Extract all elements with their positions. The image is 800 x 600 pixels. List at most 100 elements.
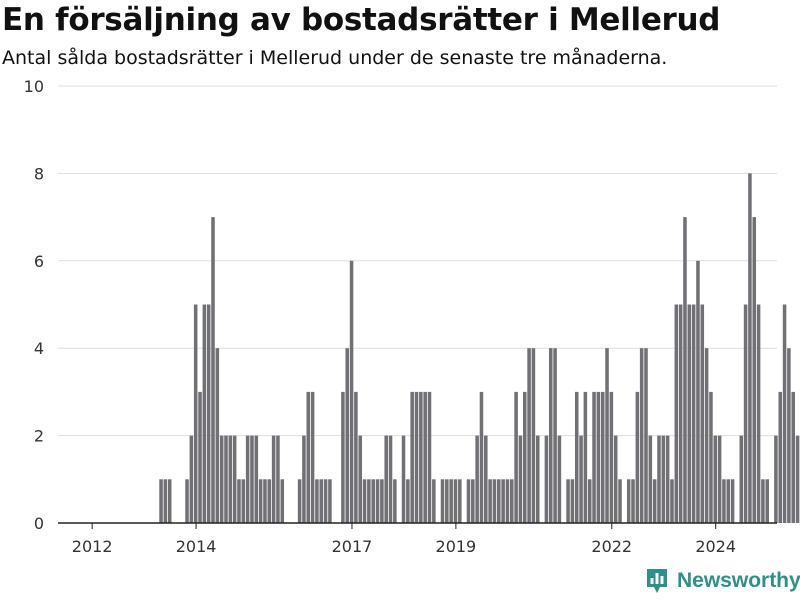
bar xyxy=(497,479,501,523)
bar xyxy=(423,391,427,523)
bar xyxy=(626,479,631,523)
bar xyxy=(471,479,475,523)
bar xyxy=(163,479,168,523)
bar xyxy=(362,479,367,523)
x-tick-label: 2019 xyxy=(436,537,477,556)
bar xyxy=(639,348,644,523)
bar xyxy=(531,348,536,523)
bar xyxy=(427,391,432,523)
bar xyxy=(254,435,259,523)
bar xyxy=(778,391,782,523)
bar xyxy=(375,479,380,523)
bar xyxy=(791,391,795,523)
bars xyxy=(159,173,800,523)
bar xyxy=(570,479,575,523)
bar xyxy=(215,348,220,523)
bar xyxy=(458,479,462,523)
bar xyxy=(319,479,324,523)
bar xyxy=(488,479,492,523)
bar xyxy=(587,479,592,523)
bar xyxy=(739,435,744,523)
gridlines xyxy=(58,85,777,437)
bar xyxy=(691,304,696,523)
bar xyxy=(613,435,618,523)
bar xyxy=(345,348,349,523)
bar xyxy=(206,304,211,523)
bar xyxy=(661,435,666,523)
newsworthy-logo: Newsworthy xyxy=(645,567,800,595)
bar xyxy=(674,304,679,523)
bar xyxy=(315,479,319,523)
bar xyxy=(189,435,194,523)
bar xyxy=(306,391,311,523)
bar xyxy=(752,217,757,523)
bar xyxy=(406,479,410,523)
bar xyxy=(349,260,354,523)
bar xyxy=(609,391,614,523)
bar xyxy=(367,479,371,523)
bar xyxy=(726,479,731,523)
bar xyxy=(341,391,345,523)
bar xyxy=(414,391,419,523)
bar xyxy=(644,348,648,523)
bar xyxy=(310,391,315,523)
bar xyxy=(410,391,414,523)
bar xyxy=(713,435,718,523)
bar xyxy=(354,391,358,523)
bar xyxy=(605,348,609,523)
bar xyxy=(159,479,163,523)
bar xyxy=(648,435,653,523)
bar xyxy=(700,304,705,523)
bar xyxy=(618,479,622,523)
bar xyxy=(592,391,596,523)
bar xyxy=(258,479,263,523)
bar xyxy=(271,435,276,523)
bar xyxy=(302,435,306,523)
bar xyxy=(566,479,570,523)
bar xyxy=(544,435,549,523)
newsworthy-chart-pin-icon xyxy=(647,569,667,593)
bar xyxy=(297,479,302,523)
x-tick-label: 2012 xyxy=(72,537,113,556)
bar xyxy=(445,479,449,523)
bar xyxy=(518,435,523,523)
bar xyxy=(761,479,765,523)
bar xyxy=(510,479,514,523)
bar xyxy=(678,304,683,523)
bar xyxy=(765,479,770,523)
bar xyxy=(670,479,674,523)
bar xyxy=(449,479,453,523)
bar xyxy=(466,479,471,523)
bar xyxy=(475,435,479,523)
bar xyxy=(185,479,189,523)
bar xyxy=(453,479,458,523)
bar xyxy=(219,435,224,523)
bar xyxy=(250,435,254,523)
bar xyxy=(224,435,228,523)
bar xyxy=(782,304,787,523)
bar xyxy=(696,260,700,523)
bar xyxy=(202,304,207,523)
labels: 02468102012201420172019202220241 xyxy=(24,77,736,556)
bar xyxy=(401,435,406,523)
bar xyxy=(245,435,250,523)
bar xyxy=(501,479,505,523)
bar xyxy=(492,479,497,523)
bar xyxy=(328,479,332,523)
bar xyxy=(535,435,540,523)
bar xyxy=(384,435,388,523)
x-tick-label: 2014 xyxy=(176,537,217,556)
bar xyxy=(596,391,601,523)
bar xyxy=(579,435,583,523)
bar xyxy=(730,479,735,523)
y-tick-label: 8 xyxy=(34,164,44,183)
bar xyxy=(479,391,484,523)
x-tick-label: 2022 xyxy=(591,537,632,556)
bar xyxy=(756,304,761,523)
chart-title: En försäljning av bostadsrätter i Meller… xyxy=(2,2,721,38)
bar xyxy=(514,391,518,523)
bar xyxy=(523,391,527,523)
y-tick-label: 6 xyxy=(34,252,44,271)
bar xyxy=(228,435,233,523)
x-axis xyxy=(58,522,777,529)
